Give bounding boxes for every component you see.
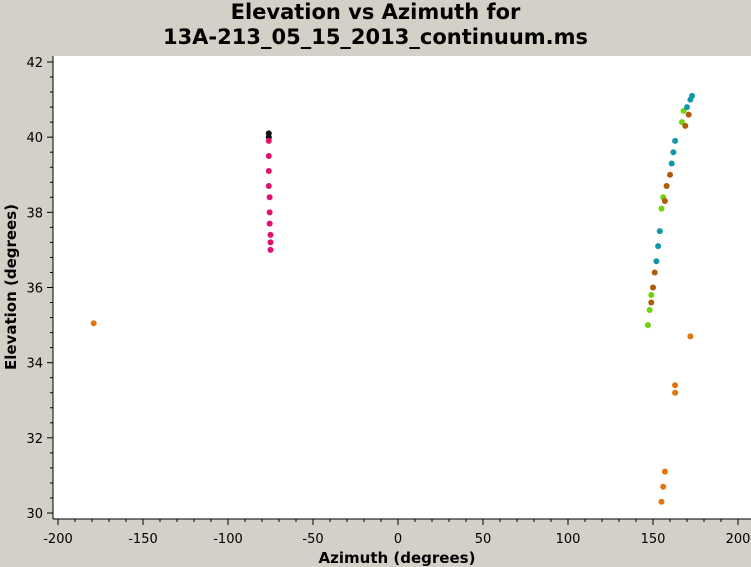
data-point-teal xyxy=(670,149,677,156)
data-point-teal xyxy=(689,92,696,99)
y-tick-label: 42 xyxy=(26,56,43,71)
data-point-brown xyxy=(661,198,668,205)
y-tick-label: 36 xyxy=(26,282,43,297)
data-point-magenta xyxy=(265,137,272,144)
ticks-layer: -200 -150 -100 -50 0 50 100 150 200 30 32 34 36 38 40 4… xyxy=(26,56,750,547)
y-tick-label: 38 xyxy=(26,206,43,221)
data-point-magenta xyxy=(266,220,273,227)
data-point-orange xyxy=(687,333,694,340)
data-point-orange xyxy=(672,382,679,389)
x-tick-label: -150 xyxy=(128,532,158,547)
data-point-orange xyxy=(658,498,665,505)
data-point-green xyxy=(644,322,651,329)
data-point-brown xyxy=(663,183,670,190)
data-point-orange xyxy=(661,468,668,475)
x-tick-label: -200 xyxy=(43,532,73,547)
x-tick-label: 0 xyxy=(394,532,402,547)
chart-title: Elevation vs Azimuth for 13A-213_05_15_2… xyxy=(0,0,751,54)
x-tick-label: -100 xyxy=(213,532,243,547)
data-point-teal xyxy=(656,228,663,235)
y-tick-label: 30 xyxy=(26,507,43,522)
x-tick-label: 150 xyxy=(641,532,666,547)
data-point-magenta xyxy=(266,194,273,201)
data-point-brown xyxy=(651,269,658,276)
data-point-brown xyxy=(685,111,692,118)
points-layer xyxy=(90,92,696,505)
data-point-teal xyxy=(655,243,662,250)
data-point-teal xyxy=(668,160,675,167)
data-point-teal xyxy=(653,258,660,265)
y-tick-label: 40 xyxy=(26,131,43,146)
data-point-green xyxy=(646,307,653,314)
plot-area xyxy=(53,56,751,519)
y-tick-label: 32 xyxy=(26,432,43,447)
data-point-magenta xyxy=(266,209,273,216)
x-tick-label: 100 xyxy=(556,532,581,547)
data-point-green xyxy=(658,205,665,212)
y-axis-title: Elevation (degrees) xyxy=(2,204,20,370)
data-point-magenta xyxy=(265,167,272,174)
x-tick-label: -50 xyxy=(302,532,323,547)
data-point-brown xyxy=(667,171,673,178)
chart-title-line-2: 13A-213_05_15_2013_continuum.ms xyxy=(162,25,589,49)
x-tick-label: 50 xyxy=(475,532,492,547)
y-tick-label: 34 xyxy=(26,357,43,372)
data-point-orange xyxy=(660,483,667,490)
data-point-teal xyxy=(684,104,690,111)
data-point-magenta xyxy=(267,246,274,253)
data-point-magenta xyxy=(267,239,274,246)
data-point-green xyxy=(648,292,655,299)
x-tick-label: 200 xyxy=(726,532,751,547)
chart-title-line-1: Elevation vs Azimuth for xyxy=(230,0,521,24)
data-point-brown xyxy=(650,284,656,291)
data-point-brown xyxy=(648,299,655,306)
data-point-brown xyxy=(682,122,689,129)
data-point-magenta xyxy=(267,231,274,238)
x-axis-title: Azimuth (degrees) xyxy=(319,549,476,567)
data-point-orange xyxy=(672,389,679,396)
data-point-magenta xyxy=(265,183,272,190)
data-point-magenta xyxy=(265,152,272,159)
data-point-orange xyxy=(90,320,97,327)
data-point-teal xyxy=(672,137,679,144)
